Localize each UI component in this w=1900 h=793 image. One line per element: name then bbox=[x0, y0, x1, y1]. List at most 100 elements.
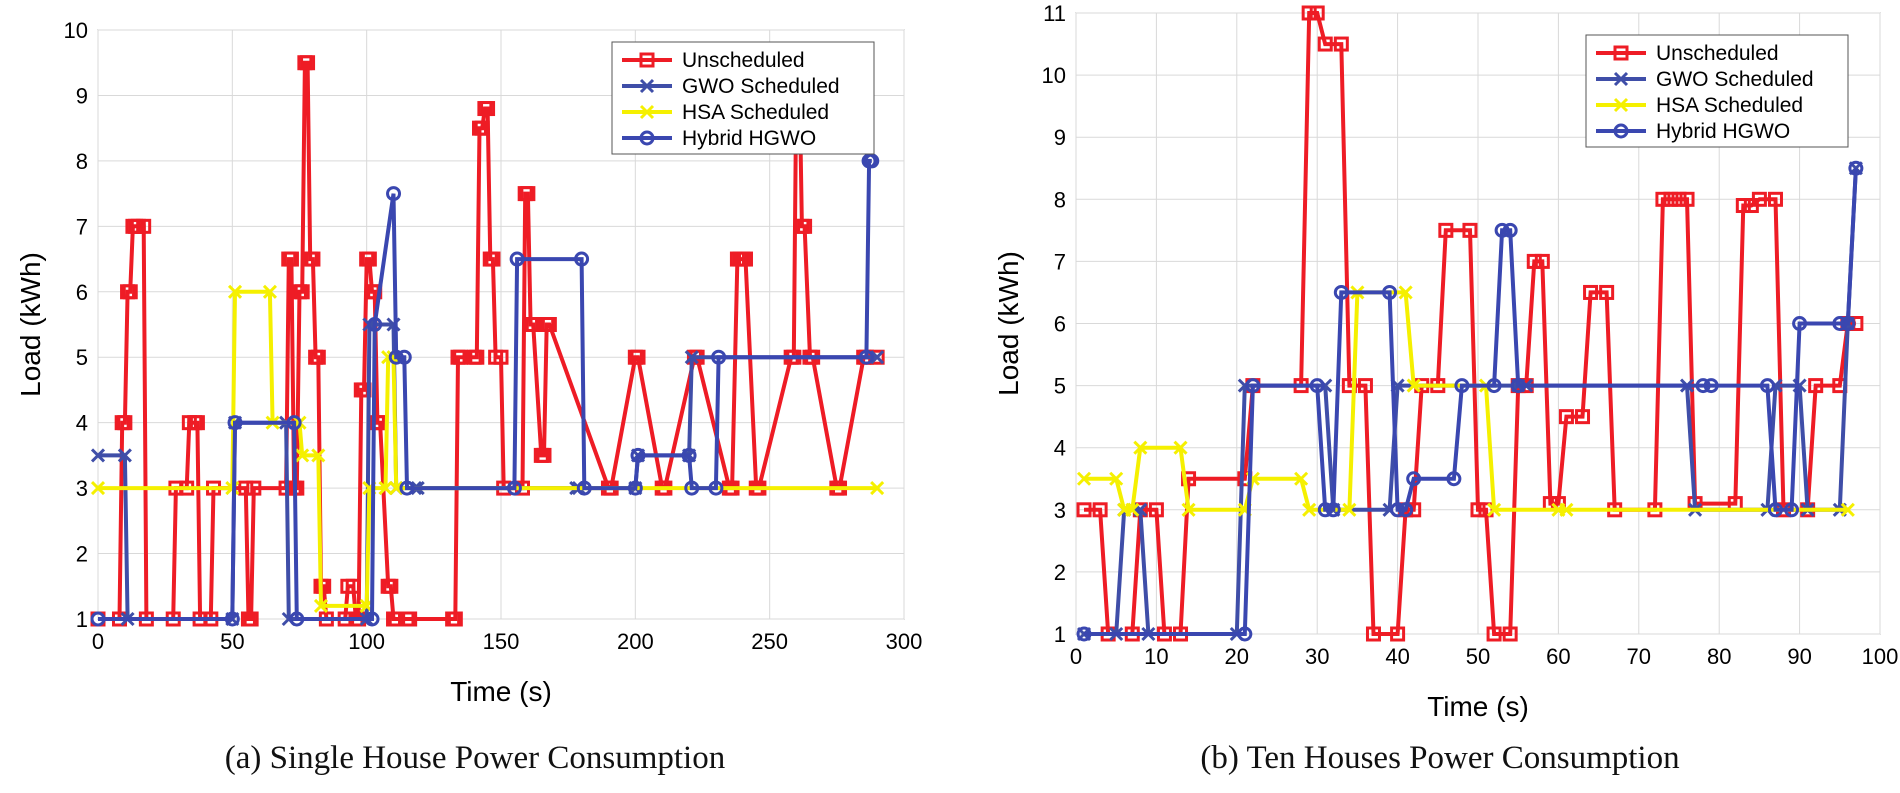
data-point bbox=[300, 55, 316, 71]
data-point bbox=[1510, 378, 1526, 394]
data-point bbox=[1237, 626, 1253, 642]
data-point bbox=[189, 415, 205, 431]
data-point bbox=[1671, 191, 1687, 207]
data-point bbox=[1406, 502, 1422, 518]
data-point bbox=[574, 251, 590, 267]
series-hybrid-hgwo bbox=[90, 153, 880, 627]
data-point bbox=[469, 349, 485, 365]
data-point bbox=[1655, 191, 1671, 207]
data-point bbox=[364, 611, 380, 627]
data-point bbox=[1767, 502, 1783, 518]
data-point bbox=[399, 480, 415, 496]
data-point bbox=[1832, 316, 1848, 331]
data-point bbox=[1173, 440, 1188, 455]
data-point bbox=[117, 448, 132, 463]
data-point bbox=[1333, 36, 1349, 52]
data-point bbox=[383, 578, 399, 594]
x-tick-label: 100 bbox=[348, 629, 385, 654]
data-point bbox=[1840, 502, 1855, 517]
x-tick-label: 0 bbox=[92, 629, 104, 654]
data-point bbox=[246, 480, 262, 496]
x-tick-label: 50 bbox=[1466, 644, 1490, 669]
data-point bbox=[1333, 284, 1349, 300]
data-point bbox=[1808, 378, 1824, 394]
legend-marker bbox=[1613, 97, 1629, 113]
x-tick-label: 70 bbox=[1627, 644, 1651, 669]
y-tick-label: 10 bbox=[64, 18, 88, 43]
data-point bbox=[1703, 378, 1719, 394]
data-point bbox=[1487, 502, 1502, 517]
series-line bbox=[98, 158, 872, 621]
data-point bbox=[1148, 502, 1164, 518]
data-point bbox=[289, 611, 305, 627]
data-point bbox=[870, 481, 885, 496]
legend-marker bbox=[1613, 71, 1629, 87]
data-point bbox=[1840, 316, 1856, 331]
data-point bbox=[1663, 191, 1679, 207]
data-point bbox=[286, 415, 302, 431]
data-point bbox=[1342, 502, 1357, 517]
data-point bbox=[1406, 471, 1422, 487]
data-point bbox=[1438, 222, 1454, 238]
data-point bbox=[1390, 502, 1406, 518]
y-tick-label: 2 bbox=[1054, 560, 1066, 585]
y-tick-label: 6 bbox=[1054, 312, 1066, 337]
y-tick-label: 2 bbox=[76, 542, 88, 567]
x-tick-label: 90 bbox=[1787, 644, 1811, 669]
data-point bbox=[485, 251, 501, 267]
data-point bbox=[1679, 191, 1695, 207]
y-tick-label: 9 bbox=[76, 83, 88, 108]
legend-label: Hybrid HGWO bbox=[682, 127, 816, 150]
data-point bbox=[310, 349, 326, 365]
data-point bbox=[90, 481, 106, 496]
x-tick-label: 300 bbox=[886, 629, 923, 654]
legend-label: HSA Scheduled bbox=[682, 101, 829, 124]
data-point bbox=[506, 480, 522, 496]
data-point bbox=[681, 447, 697, 463]
data-point bbox=[1767, 191, 1783, 207]
y-tick-label: 1 bbox=[76, 607, 88, 632]
data-point bbox=[1446, 471, 1462, 487]
x-axis-label: Time (s) bbox=[450, 676, 552, 707]
caption-ten-houses: (b) Ten Houses Power Consumption bbox=[1200, 740, 1680, 776]
y-tick-label: 7 bbox=[1054, 249, 1066, 274]
x-axis-label: Time (s) bbox=[1427, 691, 1529, 722]
x-tick-label: 30 bbox=[1305, 644, 1329, 669]
data-point bbox=[711, 349, 727, 365]
data-point bbox=[1848, 160, 1864, 176]
data-point bbox=[474, 120, 490, 136]
data-point bbox=[378, 481, 393, 496]
data-point bbox=[1406, 378, 1421, 393]
data-point bbox=[864, 153, 880, 169]
data-point bbox=[480, 101, 496, 117]
x-tick-label: 20 bbox=[1225, 644, 1249, 669]
data-point bbox=[313, 598, 329, 613]
data-point bbox=[90, 448, 106, 463]
y-tick-label: 5 bbox=[1054, 374, 1066, 399]
data-point bbox=[1559, 502, 1574, 517]
data-point bbox=[136, 218, 152, 234]
y-tick-label: 8 bbox=[76, 149, 88, 174]
data-point bbox=[520, 186, 536, 202]
data-point bbox=[295, 448, 310, 463]
data-point bbox=[1325, 502, 1341, 518]
legend-marker bbox=[639, 52, 655, 68]
data-point bbox=[1784, 502, 1800, 518]
data-point bbox=[1317, 502, 1333, 518]
panel-single-house: 0 50 100 150 200 250 300 1 2 3 4 5 6 7 8 9 10 Time (s) Loa… bbox=[15, 18, 923, 776]
data-point bbox=[345, 578, 361, 594]
y-tick-label: 4 bbox=[76, 411, 88, 436]
series-line bbox=[1084, 11, 1856, 636]
data-point bbox=[1245, 378, 1261, 394]
x-tick-label: 10 bbox=[1144, 644, 1168, 669]
data-point bbox=[541, 317, 557, 332]
data-point bbox=[1302, 502, 1317, 517]
y-tick-label: 6 bbox=[76, 280, 88, 305]
y-tick-label: 3 bbox=[1054, 498, 1066, 523]
data-point bbox=[305, 251, 321, 267]
chart-ten-houses: 0 10 20 30 40 50 60 70 80 90 100 1 2 3 4 5 6 7 8 9 10 11 Time … bbox=[993, 1, 1898, 722]
x-tick-label: 250 bbox=[751, 629, 788, 654]
data-point bbox=[509, 251, 525, 267]
data-point bbox=[1695, 378, 1711, 394]
data-point bbox=[1076, 502, 1092, 518]
